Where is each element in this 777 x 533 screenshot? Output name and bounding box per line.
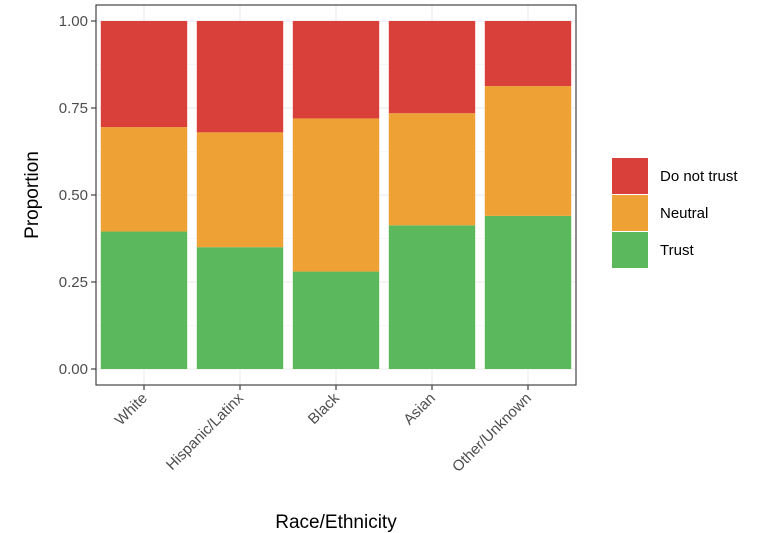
y-axis: 0.00 0.25 0.50 0.75 1.00	[59, 13, 96, 378]
bar-segment-neutral	[484, 86, 572, 216]
bar-segment-do-not-trust	[100, 21, 188, 128]
bar-segment-do-not-trust	[196, 21, 284, 133]
bar-segment-trust	[292, 271, 380, 369]
bar-segment-neutral	[100, 127, 188, 232]
legend-key-trust	[612, 232, 648, 268]
legend-label: Neutral	[660, 205, 708, 222]
bar-segment-trust	[196, 247, 284, 369]
bar-segment-trust	[484, 215, 572, 369]
legend-key-neutral	[612, 195, 648, 231]
bar-segment-do-not-trust	[292, 21, 380, 119]
y-tick-label: 0.50	[59, 187, 88, 204]
x-tick-label: Asian	[400, 390, 439, 429]
bar-segment-do-not-trust	[388, 21, 476, 114]
x-tick-label: Black	[305, 389, 343, 427]
legend-key-do-not-trust	[612, 158, 648, 194]
bar-segment-trust	[388, 225, 476, 369]
x-tick-label: White	[112, 390, 151, 429]
bar-segment-neutral	[388, 113, 476, 226]
y-tick-label: 0.25	[59, 274, 88, 291]
y-tick-label: 0.00	[59, 361, 88, 378]
legend-label: Trust	[660, 242, 694, 259]
y-tick-label: 1.00	[59, 13, 88, 30]
bar-segment-do-not-trust	[484, 21, 572, 87]
bar-segment-trust	[100, 231, 188, 369]
bars	[100, 21, 572, 369]
x-tick-label: Other/Unknown	[449, 390, 535, 476]
bar-segment-neutral	[292, 118, 380, 272]
x-axis: White Hispanic/Latinx Black Asian Other/Unkn…	[112, 385, 535, 476]
y-tick-label: 0.75	[59, 100, 88, 117]
bar-segment-neutral	[196, 132, 284, 248]
legend: Do not trust Neutral Trust	[612, 158, 738, 268]
x-tick-label: Hispanic/Latinx	[163, 389, 247, 473]
legend-label: Do not trust	[660, 168, 738, 185]
x-axis-title: Race/Ethnicity	[275, 512, 397, 533]
y-axis-title: Proportion	[22, 151, 43, 239]
